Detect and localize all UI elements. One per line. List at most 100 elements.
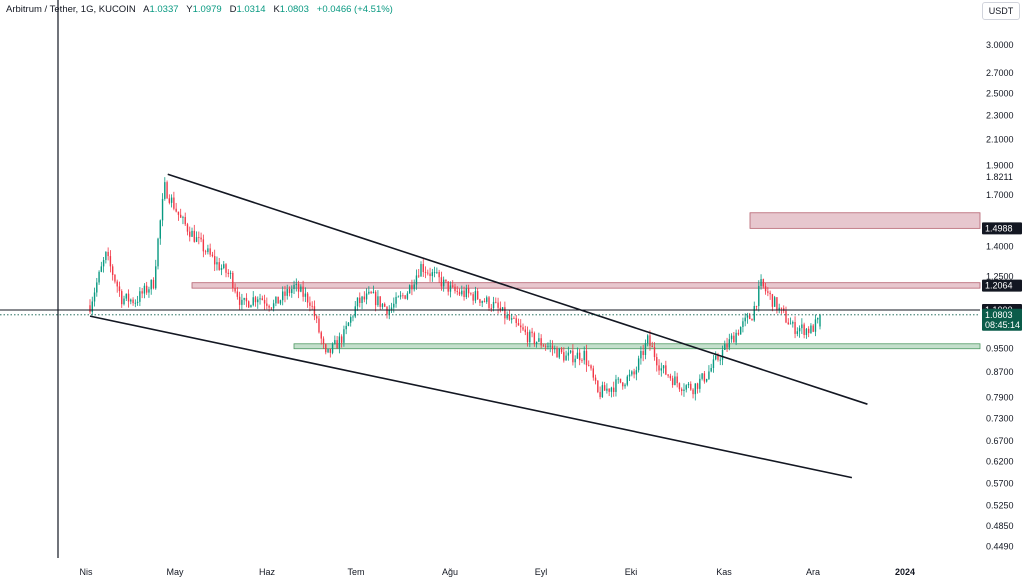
candle xyxy=(189,226,191,242)
candle-body xyxy=(266,303,268,306)
candle-body xyxy=(102,260,105,267)
badge-current-price-bg xyxy=(982,308,1022,331)
candle-body xyxy=(272,303,275,309)
candle-body xyxy=(626,376,628,385)
candle-body xyxy=(440,277,443,287)
candle xyxy=(594,374,597,385)
candle-body xyxy=(696,383,699,389)
candle-body xyxy=(270,307,273,309)
candle-body xyxy=(642,351,644,355)
candle-body xyxy=(331,343,334,353)
time-axis[interactable]: Nis May Haz Tem Ağu Eyl Eki Kas Ara 2024 xyxy=(80,567,916,577)
candle xyxy=(789,317,792,325)
candle xyxy=(769,290,771,300)
candle-body xyxy=(356,297,359,307)
candle-body xyxy=(474,291,477,301)
candle-body xyxy=(413,284,415,290)
candle-body xyxy=(599,391,601,398)
candle xyxy=(415,269,418,290)
candle xyxy=(438,269,440,283)
price-axis[interactable]: 3.0000 2.7000 2.5000 2.3000 2.1000 1.90001.82… xyxy=(986,40,1014,551)
candle-body xyxy=(556,348,558,358)
candle xyxy=(350,315,352,327)
candle xyxy=(533,331,536,347)
candle xyxy=(139,287,141,307)
candle-body xyxy=(569,350,572,353)
candle xyxy=(198,231,200,245)
candle xyxy=(554,345,556,354)
price-tick: 1.8211 xyxy=(986,172,1013,182)
candle-body xyxy=(291,289,293,294)
candle xyxy=(476,288,479,301)
candle xyxy=(121,289,123,308)
candle-body xyxy=(393,303,395,308)
candle xyxy=(744,313,746,327)
candle-body xyxy=(721,350,724,360)
candle-body xyxy=(159,220,161,239)
candle-body xyxy=(483,301,486,302)
candle-body xyxy=(220,268,223,270)
candle-body xyxy=(118,286,121,292)
candle xyxy=(651,341,653,348)
time-tick: Ara xyxy=(806,567,820,577)
candle xyxy=(635,366,638,381)
candle-body xyxy=(671,378,674,386)
price-tick: 0.6700 xyxy=(986,436,1014,446)
candle-body xyxy=(608,388,610,392)
candle xyxy=(418,268,420,278)
candle-body xyxy=(558,348,560,358)
candle-body xyxy=(168,198,171,203)
candle-body xyxy=(669,375,672,379)
candle xyxy=(649,330,651,351)
candle xyxy=(669,373,672,381)
candle xyxy=(386,306,388,319)
candle xyxy=(578,348,581,366)
candle-body xyxy=(531,331,533,334)
candle xyxy=(390,302,393,314)
candle-body xyxy=(334,340,336,344)
candle xyxy=(814,314,817,337)
candle-body xyxy=(141,291,143,294)
candle-body xyxy=(796,331,799,334)
candle xyxy=(576,347,579,359)
candle-body xyxy=(801,324,803,329)
candle-body xyxy=(268,305,270,308)
candle-body xyxy=(204,251,207,253)
candle-body xyxy=(508,315,511,320)
candle-body xyxy=(470,293,472,295)
candle xyxy=(236,287,239,300)
candle-body xyxy=(572,350,574,363)
candle-body xyxy=(762,279,765,287)
candle-body xyxy=(753,306,755,321)
currency-button[interactable]: USDT xyxy=(982,2,1020,20)
candle xyxy=(776,296,778,314)
candle-body xyxy=(449,285,452,292)
candle-body xyxy=(130,299,132,302)
candle-body xyxy=(229,272,232,274)
candle-body xyxy=(259,298,261,300)
candle-body xyxy=(139,291,141,302)
candle-body xyxy=(277,296,279,304)
symbol-label[interactable]: Arbitrum / Tether, 1G, KUCOIN xyxy=(6,4,136,15)
candle-body xyxy=(179,214,182,218)
time-tick: Eki xyxy=(625,567,638,577)
candle xyxy=(111,264,114,281)
badge-zone-top-bg xyxy=(982,222,1022,235)
candle-body xyxy=(492,301,495,309)
candle xyxy=(361,295,363,310)
candle xyxy=(513,316,515,320)
candle-body xyxy=(327,348,329,353)
candle xyxy=(551,340,554,356)
candle-body xyxy=(295,283,298,285)
candle xyxy=(200,232,202,243)
candle-body xyxy=(592,368,594,378)
candle-body xyxy=(810,325,812,334)
zones-layer xyxy=(191,212,981,350)
candle-body xyxy=(497,302,499,308)
candle xyxy=(195,231,198,243)
candle xyxy=(585,344,588,372)
badge-resistance: 1.2064 xyxy=(982,279,1022,292)
candle-body xyxy=(282,291,284,301)
candle-body xyxy=(200,237,202,240)
